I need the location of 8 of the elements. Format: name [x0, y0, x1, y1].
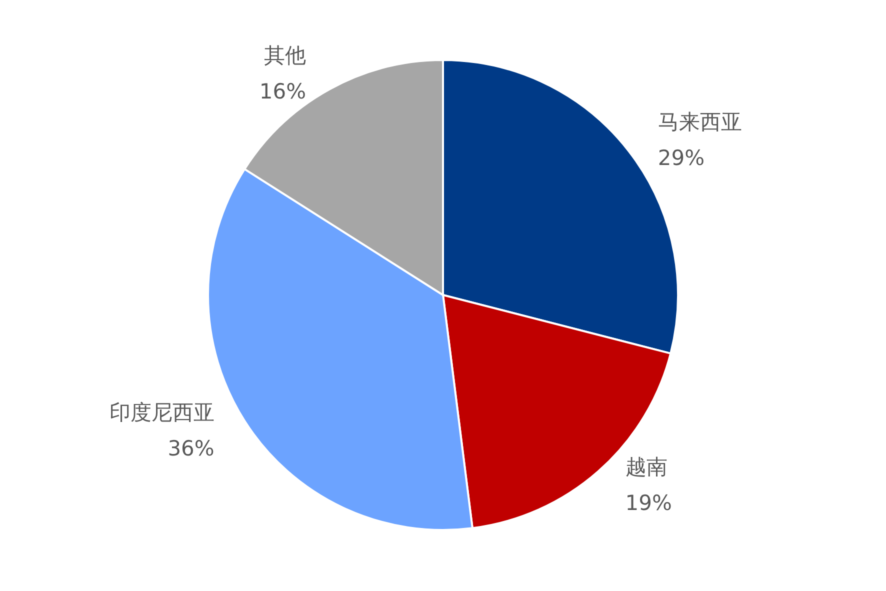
- data-label: 36%: [168, 436, 214, 461]
- data-label: 19%: [625, 490, 672, 515]
- slice-label: 越南: [625, 454, 668, 479]
- data-label: 29%: [658, 146, 705, 170]
- slice-label: 其他: [264, 43, 306, 68]
- slice-label: 马来西亚: [658, 110, 742, 134]
- slice-label: 印度尼西亚: [109, 400, 214, 425]
- data-label: 16%: [259, 79, 306, 104]
